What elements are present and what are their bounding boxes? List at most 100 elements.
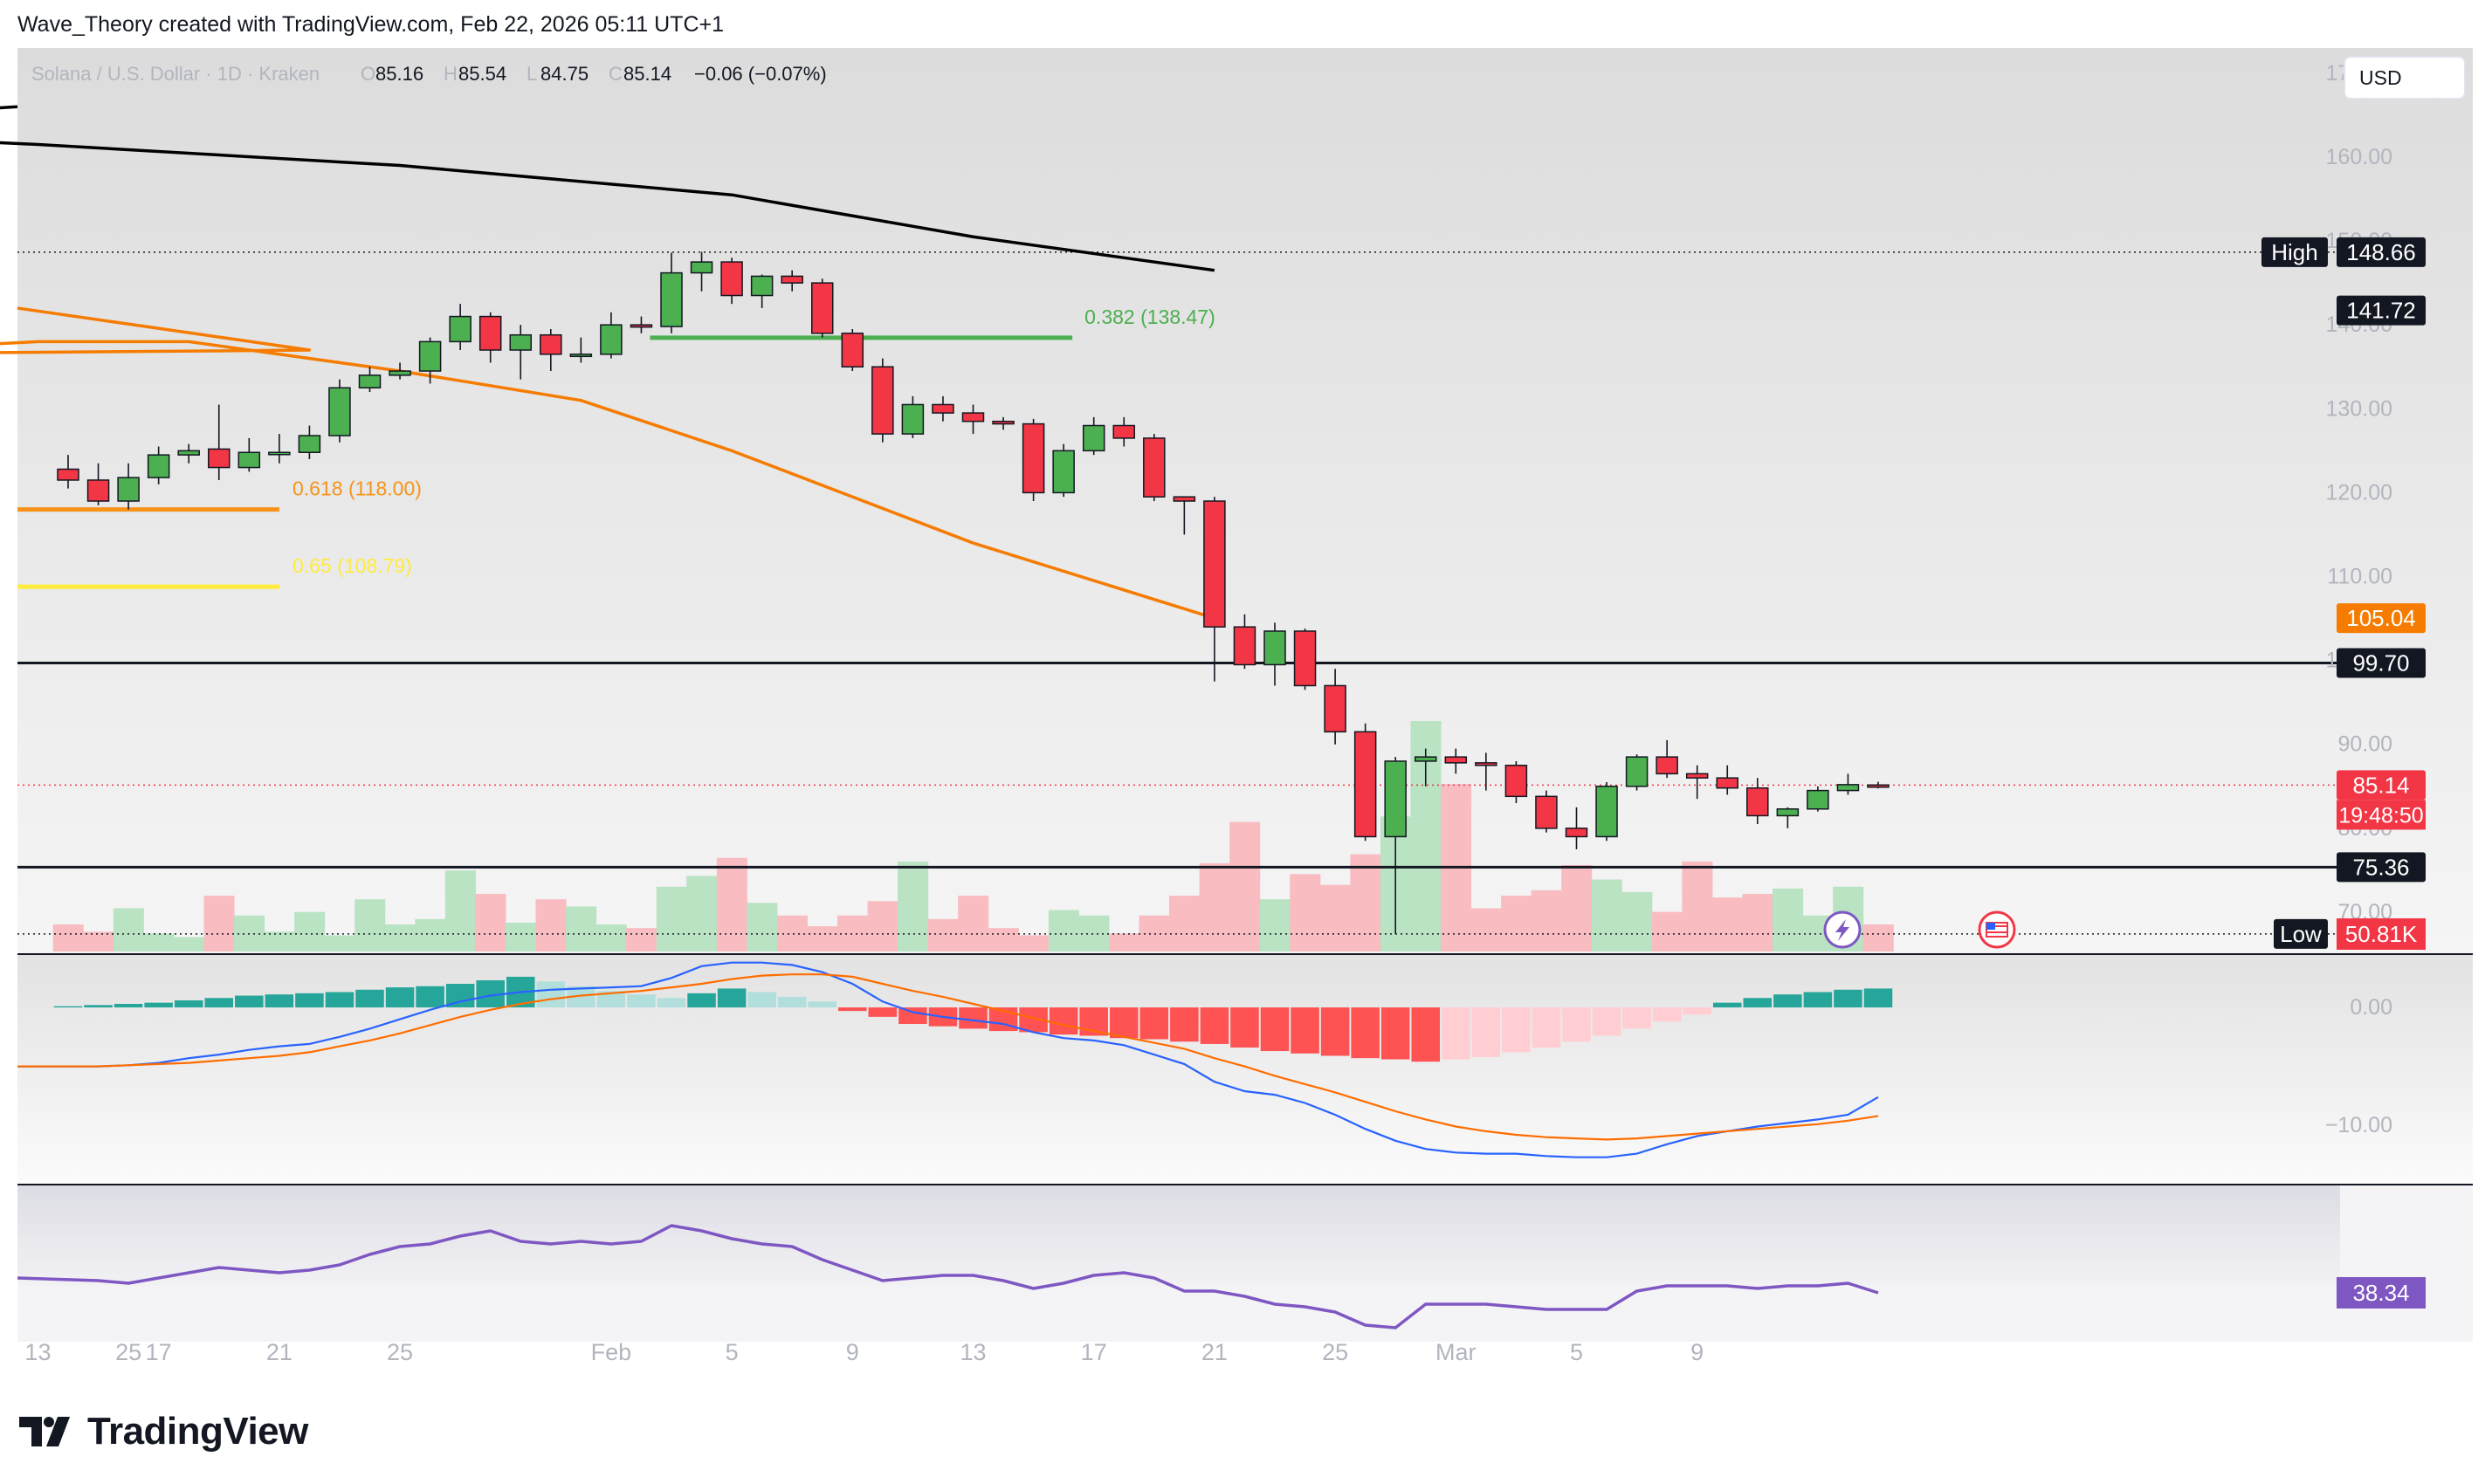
us-flag-event-icon[interactable] xyxy=(1978,910,2016,949)
symbol-name[interactable]: Solana / U.S. Dollar · 1D · Kraken xyxy=(31,63,320,85)
low-label: L xyxy=(527,63,537,85)
volume-bar xyxy=(324,935,355,952)
time-axis-tick: 5 xyxy=(726,1339,739,1365)
candle-body xyxy=(600,324,623,355)
candle-body xyxy=(177,450,200,456)
macd-histogram-bar xyxy=(204,998,234,1008)
candle-body xyxy=(781,275,803,284)
macd-histogram-bar xyxy=(1502,1007,1531,1053)
volume-bar xyxy=(958,896,989,952)
rsi-value-label: 38.34 xyxy=(2352,1280,2409,1306)
candle-body xyxy=(147,454,170,478)
volume-bar xyxy=(1259,899,1291,952)
price-labels: 148.66High141.72105.0499.7085.1475.3667.… xyxy=(2261,237,2426,1309)
candle-body xyxy=(1082,424,1105,452)
horizontal-levels xyxy=(17,251,2340,935)
candle-body xyxy=(1475,762,1497,766)
macd-line xyxy=(17,961,1879,1158)
macd-histogram-bar xyxy=(1109,1007,1139,1039)
volume-bar xyxy=(505,923,537,952)
macd-histogram-bar xyxy=(1411,1007,1441,1062)
price-label-box xyxy=(2337,603,2426,634)
macd-axis-tick: −10.00 xyxy=(2325,1113,2392,1137)
time-axis[interactable]: 2520265913172125Feb5913172125Mar59 xyxy=(0,1339,1704,1365)
volume-bar xyxy=(988,928,1019,952)
lightning-event-icon[interactable] xyxy=(1823,910,1862,949)
ema50-line xyxy=(0,306,1215,620)
macd-histogram-bar xyxy=(1291,1007,1319,1054)
fib-level-label: 0.65 (108.79) xyxy=(293,554,412,577)
price-label-value: 148.66 xyxy=(2346,239,2416,265)
volume-bar xyxy=(1078,915,1110,952)
macd-histogram-bar xyxy=(174,1000,203,1008)
price-pane-background xyxy=(17,48,2473,954)
symbol-legend[interactable]: Solana / U.S. Dollar · 1D · Kraken O 85.… xyxy=(31,63,827,85)
volume-bar xyxy=(1018,935,1050,952)
price-label-value: 141.72 xyxy=(2346,298,2416,324)
volume-bar xyxy=(1470,908,1502,952)
rsi-band xyxy=(17,1185,2340,1286)
tradingview-logo-icon xyxy=(19,1417,70,1446)
volume-bar xyxy=(626,928,657,952)
price-label-box xyxy=(2337,852,2426,883)
candle-body xyxy=(1716,777,1738,789)
price-axis-tick: 120.00 xyxy=(2326,480,2392,505)
candles xyxy=(57,251,1890,934)
macd-histogram-bar xyxy=(1049,1007,1078,1035)
countdown-box xyxy=(2337,800,2426,830)
macd-histogram-bar xyxy=(1170,1007,1199,1042)
volume-bar xyxy=(1862,924,1894,952)
time-axis-tick: 9 xyxy=(1690,1339,1704,1365)
macd-histogram-bar xyxy=(114,1004,143,1008)
macd-histogram-bar xyxy=(416,986,444,1008)
candle-body xyxy=(389,370,411,376)
fib-level-label: 0.382 (138.47) xyxy=(1084,306,1215,328)
candle-body xyxy=(298,435,321,454)
macd-axis-tick: 0.00 xyxy=(2350,995,2392,1020)
volume-bar xyxy=(837,915,869,952)
macd-histogram-bar xyxy=(1712,1002,1742,1008)
chart-event-icons[interactable] xyxy=(1823,910,2016,949)
volume-bar xyxy=(415,918,446,952)
chart-credit: Wave_Theory created with TradingView.com… xyxy=(17,12,724,37)
volume-bar xyxy=(807,926,838,952)
macd-histogram-bar xyxy=(1592,1007,1621,1036)
low-value: 84.75 xyxy=(540,63,589,85)
volume-bar xyxy=(1651,911,1683,952)
price-label-box xyxy=(2337,770,2426,800)
price-label-box xyxy=(2337,237,2426,267)
volume-bar xyxy=(113,908,144,952)
chart-canvas[interactable]: 0.382 (138.47) 0.618 (118.00) 0.65 (108.79… xyxy=(0,0,2492,1397)
volume-bar xyxy=(1350,854,1381,952)
open-label: O xyxy=(361,63,375,85)
volume-bar xyxy=(1048,910,1079,952)
price-label-box xyxy=(2337,648,2426,678)
macd-histogram-bar xyxy=(84,1005,113,1008)
macd-histogram-bar xyxy=(898,1007,927,1024)
candle-body xyxy=(478,315,502,351)
price-axis-tick: 160.00 xyxy=(2326,145,2392,169)
candle-body xyxy=(117,477,140,502)
tradingview-brand[interactable]: TradingView xyxy=(19,1410,308,1453)
candle-body xyxy=(237,451,261,469)
volume-bar xyxy=(1561,865,1593,952)
rsi-value-box xyxy=(2337,1276,2426,1309)
volume-bar xyxy=(747,903,778,952)
candle-body xyxy=(1173,496,1196,502)
macd-histogram-bar xyxy=(1652,1007,1682,1022)
volume-bar xyxy=(1319,884,1351,952)
volume-bar xyxy=(1169,896,1201,952)
time-axis-tick: 25 xyxy=(1322,1339,1348,1365)
volume-bar xyxy=(143,933,175,952)
macd-histogram-bar xyxy=(838,1007,867,1012)
volume-value-label: 50.81K xyxy=(2345,921,2418,947)
candle-body xyxy=(1776,807,1800,817)
candle-body xyxy=(1504,765,1528,798)
currency-button[interactable]: USD xyxy=(2344,56,2466,100)
price-label-tag-box xyxy=(2261,237,2328,267)
candle-body xyxy=(1203,500,1226,628)
candle-body xyxy=(750,275,774,297)
macd-histogram-bar xyxy=(144,1002,173,1008)
volume-bar xyxy=(1531,890,1562,952)
macd-histogram-bar xyxy=(1230,1007,1259,1048)
